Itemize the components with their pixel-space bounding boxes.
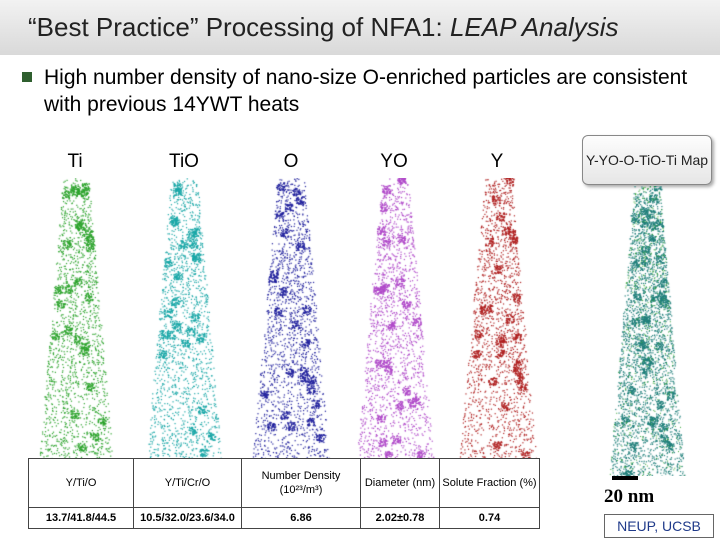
table-cell: 0.74 xyxy=(439,507,540,529)
table-header-cell: Number Density (10²³/m³) xyxy=(241,458,361,508)
table-header-row: Y/Ti/O Y/Ti/Cr/O Number Density (10²³/m³… xyxy=(28,458,540,508)
table-cell: 2.02±0.78 xyxy=(360,507,440,529)
credit-label: NEUP, UCSB xyxy=(604,514,714,538)
map-label-yo: YO xyxy=(380,151,408,172)
table-cell: 6.86 xyxy=(241,507,361,529)
particle-stats-table: Y/Ti/O Y/Ti/Cr/O Number Density (10²³/m³… xyxy=(28,458,540,529)
table-cell: 13.7/41.8/44.5 xyxy=(28,507,134,529)
table-header-cell: Solute Fraction (%) xyxy=(439,458,540,508)
bullet-marker xyxy=(22,72,32,82)
atom-map-ti xyxy=(36,178,116,458)
bullet-text: High number density of nano-size O-enric… xyxy=(44,66,688,116)
table-header-cell: Y/Ti/Cr/O xyxy=(133,458,242,508)
combined-map-label: Y-YO-O-TiO-Ti Map xyxy=(585,152,709,168)
map-label-tio: TiO xyxy=(169,151,199,172)
title-main: “Best Practice” Processing of NFA1: xyxy=(28,12,450,42)
slide-title: “Best Practice” Processing of NFA1: LEAP… xyxy=(28,12,619,43)
scale-bar xyxy=(612,476,638,480)
atom-map-combined xyxy=(606,186,688,476)
atom-map-tio xyxy=(143,178,225,458)
table-cell: 10.5/32.0/23.6/34.0 xyxy=(133,507,242,529)
combined-map-label-box: Y-YO-O-TiO-Ti Map xyxy=(582,135,712,185)
scale-label: 20 nm xyxy=(604,486,655,507)
title-bar: “Best Practice” Processing of NFA1: LEAP… xyxy=(0,0,720,55)
map-label-o: O xyxy=(283,151,299,172)
atom-map-yo xyxy=(353,178,437,458)
map-label-ti: Ti xyxy=(67,151,83,172)
title-emphasis: LEAP Analysis xyxy=(449,12,619,42)
map-label-y: Y xyxy=(490,151,504,172)
table-row: 13.7/41.8/44.5 10.5/32.0/23.6/34.0 6.86 … xyxy=(28,507,540,529)
table-header-cell: Y/Ti/O xyxy=(28,458,134,508)
table-header-cell: Diameter (nm) xyxy=(360,458,440,508)
atom-map-o xyxy=(249,178,333,458)
atom-map-y xyxy=(456,178,540,458)
